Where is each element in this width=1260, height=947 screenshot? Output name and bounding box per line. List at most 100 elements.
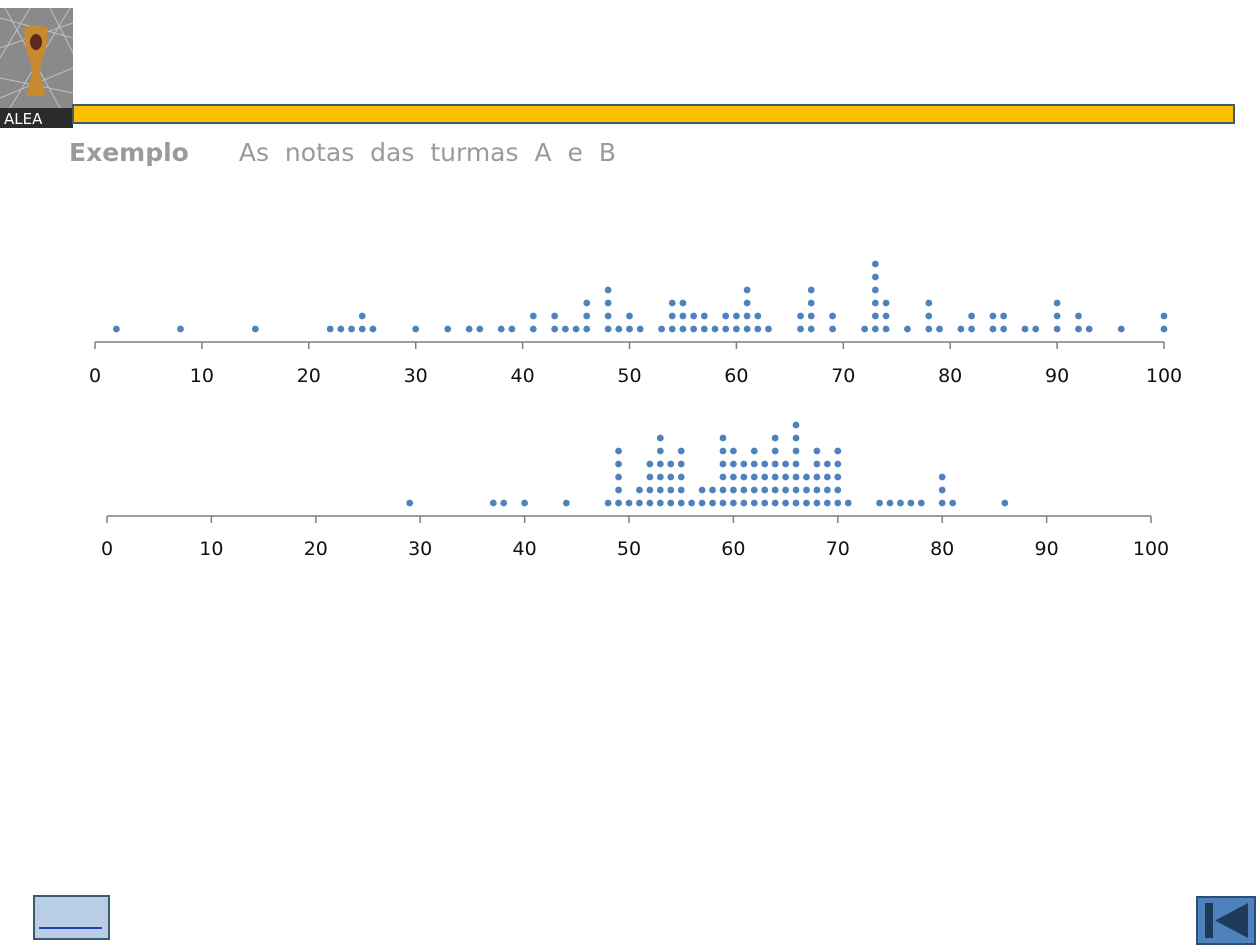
- data-dot: [861, 325, 869, 333]
- data-dot: [658, 325, 665, 333]
- dot-plot-1: 0 10 20 30 40 50 60 70 80 90 100: [89, 260, 1182, 387]
- data-dot: [529, 312, 537, 320]
- data-dot: [813, 447, 821, 455]
- data-dot: [626, 312, 633, 320]
- alea-logo: ALEA: [0, 7, 74, 128]
- data-dot: [938, 499, 946, 507]
- data-dot: [761, 473, 769, 481]
- data-dot: [251, 325, 259, 333]
- data-dot: [968, 312, 975, 320]
- x-tick-label: 80: [930, 538, 954, 560]
- data-dot: [551, 312, 559, 320]
- data-dot: [700, 312, 708, 320]
- data-dot: [823, 460, 831, 468]
- data-dot: [529, 325, 537, 333]
- data-dot: [897, 499, 904, 507]
- data-dot: [679, 325, 687, 333]
- data-dot: [834, 460, 842, 468]
- data-dot: [358, 325, 366, 333]
- data-dot: [667, 460, 675, 468]
- data-dot: [743, 286, 751, 294]
- data-dot: [871, 286, 879, 294]
- data-dot: [667, 473, 675, 481]
- data-dot: [797, 325, 804, 333]
- data-dot: [936, 325, 943, 333]
- data-dot: [679, 299, 687, 307]
- alea-logo-image: ALEA: [0, 7, 74, 128]
- data-dot: [444, 325, 452, 333]
- data-dot: [668, 312, 676, 320]
- data-dot: [765, 325, 772, 333]
- data-dot: [1075, 312, 1082, 320]
- data-dot: [337, 325, 345, 333]
- data-dot: [844, 499, 852, 507]
- data-dot: [656, 434, 664, 442]
- data-dot: [968, 325, 975, 333]
- data-dot: [719, 460, 727, 468]
- data-dot: [719, 499, 727, 507]
- x-tick-label: 60: [724, 365, 748, 387]
- data-dot: [1085, 325, 1093, 333]
- data-dot: [625, 499, 633, 507]
- data-dot: [823, 499, 831, 507]
- x-tick-label: 40: [511, 365, 535, 387]
- data-dot: [690, 312, 698, 320]
- data-dot: [572, 325, 580, 333]
- data-dot: [646, 460, 654, 468]
- data-dot: [604, 325, 612, 333]
- data-dot: [834, 473, 842, 481]
- data-dot: [656, 460, 664, 468]
- data-dot: [677, 447, 685, 455]
- data-dot: [938, 486, 946, 494]
- data-dot: [771, 473, 779, 481]
- data-dot: [771, 434, 779, 442]
- data-dot: [604, 312, 612, 320]
- data-dot: [754, 312, 762, 320]
- data-dot: [917, 499, 925, 507]
- data-dot: [797, 312, 804, 320]
- data-dot: [1075, 325, 1082, 333]
- data-dot: [925, 312, 933, 320]
- data-dot: [636, 325, 644, 333]
- x-tick-label: 20: [304, 538, 328, 560]
- data-dot: [871, 260, 879, 268]
- data-dot: [698, 486, 706, 494]
- data-dot: [1021, 325, 1029, 333]
- data-dot: [750, 486, 758, 494]
- data-dot: [925, 325, 933, 333]
- data-dot: [771, 499, 779, 507]
- data-dot: [677, 499, 685, 507]
- data-dot: [561, 325, 569, 333]
- data-dot: [615, 499, 622, 507]
- data-dot: [807, 299, 815, 307]
- data-dot: [562, 499, 570, 507]
- data-dot: [615, 325, 623, 333]
- data-dot: [730, 473, 737, 481]
- back-button[interactable]: [33, 895, 110, 940]
- data-dot: [782, 486, 789, 494]
- data-dot: [583, 325, 591, 333]
- data-dot: [604, 499, 612, 507]
- data-dot: [782, 473, 789, 481]
- data-dot: [348, 325, 355, 333]
- data-dot: [771, 447, 779, 455]
- skip-to-start-icon: [1205, 903, 1248, 938]
- first-slide-button[interactable]: [1196, 896, 1256, 945]
- data-dot: [1001, 499, 1009, 507]
- x-tick-label: 70: [826, 538, 850, 560]
- data-dot: [698, 499, 706, 507]
- data-dot: [803, 473, 810, 481]
- data-dot: [719, 434, 727, 442]
- data-dot: [646, 499, 654, 507]
- data-dot: [761, 460, 769, 468]
- logo-text: ALEA: [4, 110, 43, 128]
- data-dot: [813, 473, 821, 481]
- data-dot: [412, 325, 420, 333]
- data-dot: [1160, 312, 1168, 320]
- x-tick-label: 90: [1045, 365, 1069, 387]
- data-dot: [829, 325, 837, 333]
- data-dot: [656, 473, 664, 481]
- data-dot: [583, 312, 591, 320]
- x-tick-label: 0: [101, 538, 113, 560]
- data-dot: [326, 325, 334, 333]
